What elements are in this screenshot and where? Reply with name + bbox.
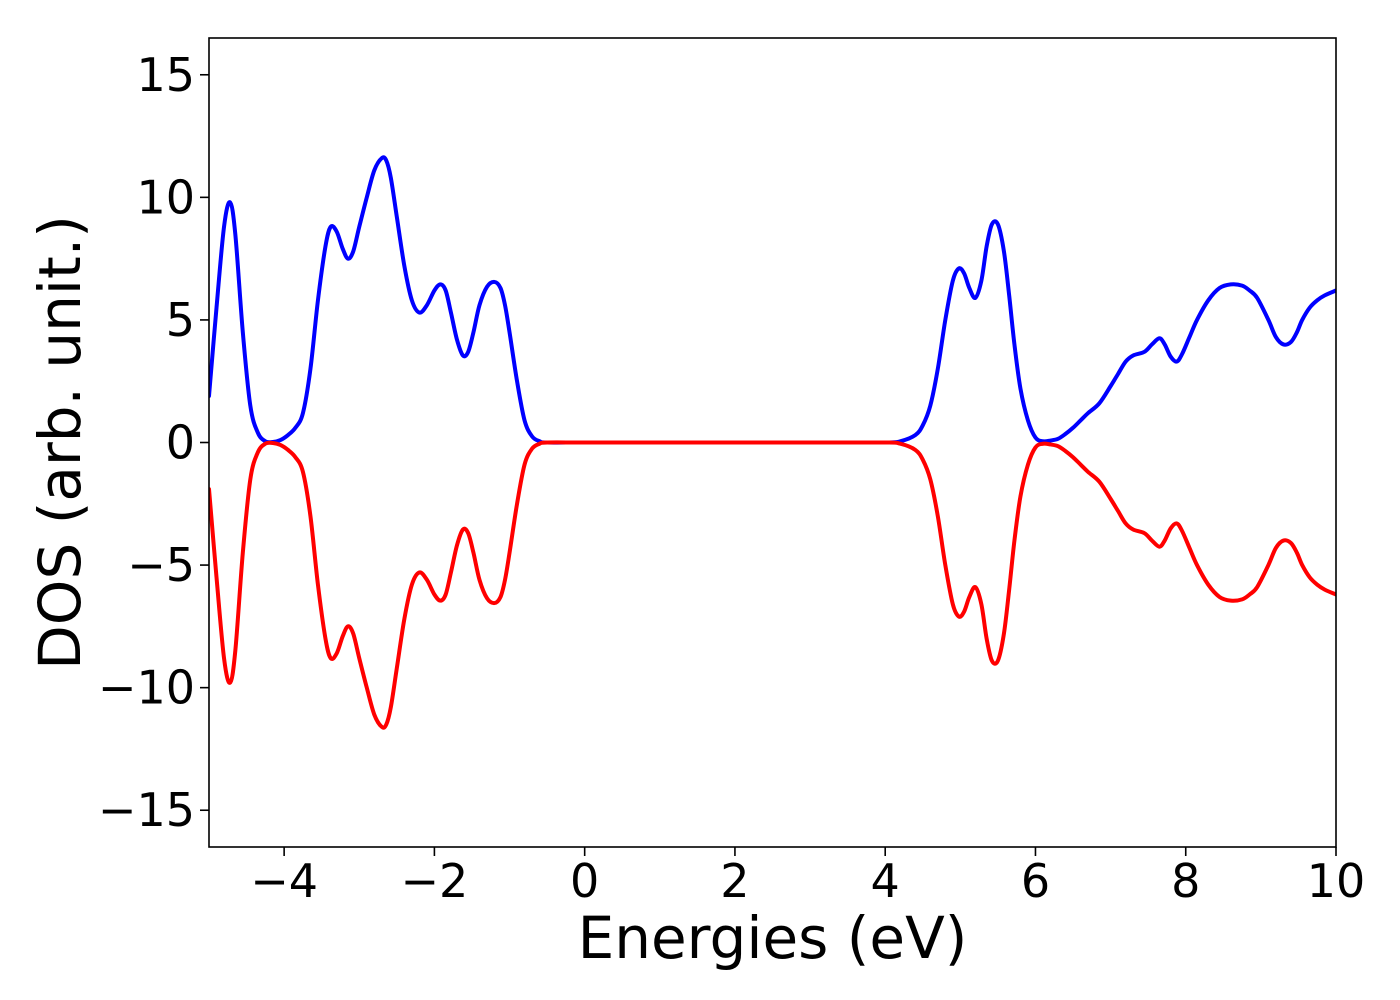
y-tick-label: −5 [127, 538, 195, 592]
x-tick-label: 0 [570, 854, 599, 908]
y-tick-label: 5 [166, 293, 195, 347]
x-tick-label: 6 [1021, 854, 1050, 908]
y-tick-label: 0 [166, 416, 195, 470]
x-ticks: −4 −2 0 2 4 6 8 10 [250, 847, 1365, 908]
y-tick-label: 10 [136, 170, 195, 224]
x-tick-label: 4 [871, 854, 900, 908]
x-tick-label: −4 [250, 854, 318, 908]
x-tick-label: 8 [1171, 854, 1200, 908]
y-tick-label: 15 [136, 48, 195, 102]
y-tick-label: −10 [98, 661, 195, 715]
series-layer [209, 155, 1336, 730]
y-axis-label: DOS (arb. unit.) [26, 215, 94, 670]
series-line-spin-down [209, 440, 1336, 730]
x-axis-label: Energies (eV) [578, 904, 968, 972]
x-tick-label: 10 [1307, 854, 1366, 908]
y-ticks: −15 −10 −5 0 5 10 15 [98, 48, 209, 837]
x-tick-label: −2 [400, 854, 468, 908]
x-tick-label: 2 [720, 854, 749, 908]
y-tick-label: −15 [98, 783, 195, 837]
